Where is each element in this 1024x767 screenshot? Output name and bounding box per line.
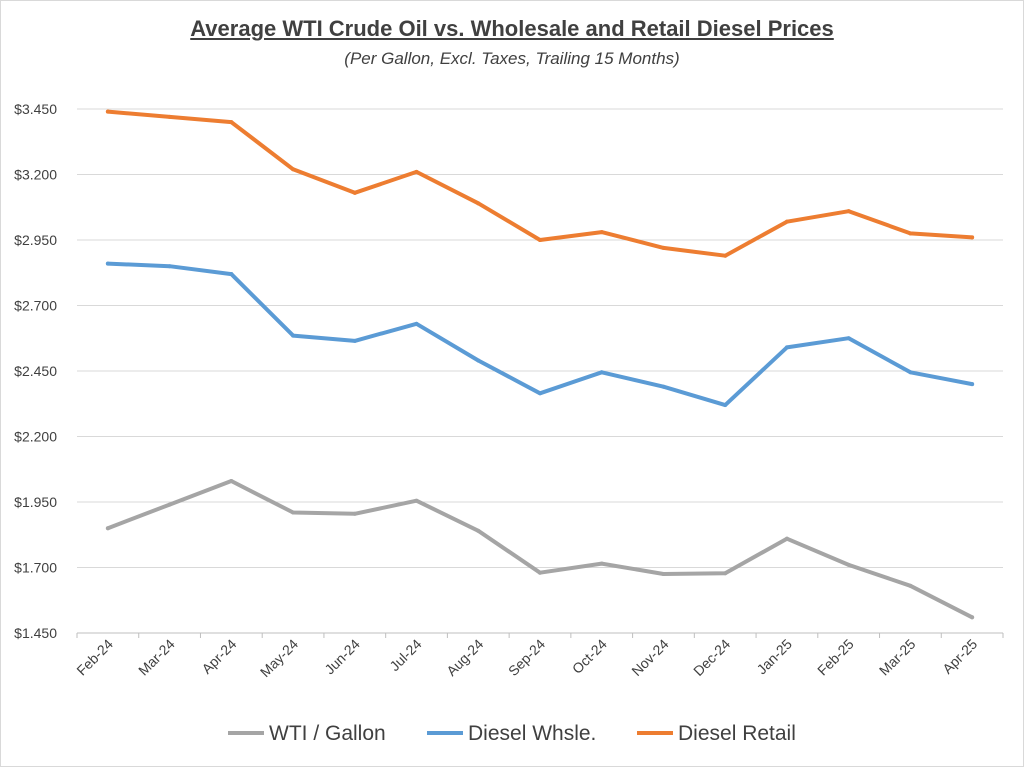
y-tick-label: $2.450: [14, 363, 57, 379]
data-point: [538, 238, 542, 242]
y-tick-label: $1.700: [14, 560, 57, 576]
x-tick-label: Feb-24: [73, 636, 116, 679]
x-tick-label: Jan-25: [753, 636, 795, 678]
data-point: [476, 358, 481, 363]
data-point: [414, 321, 419, 326]
series-lines: [105, 109, 975, 620]
data-point: [970, 382, 975, 387]
data-point: [908, 370, 913, 375]
data-point: [784, 536, 789, 541]
data-point: [538, 570, 542, 575]
y-tick-label: $2.700: [14, 298, 57, 314]
data-point: [538, 391, 542, 396]
data-point: [970, 235, 975, 240]
x-tick-label: Oct-24: [569, 636, 610, 677]
data-point: [414, 169, 419, 174]
data-point: [414, 498, 419, 503]
data-point: [105, 261, 110, 266]
series-line: [105, 261, 975, 408]
legend-label: Diesel Whsle.: [468, 722, 596, 745]
data-point: [352, 511, 357, 516]
data-point: [476, 528, 481, 533]
y-tick-label: $3.200: [14, 167, 57, 183]
x-tick-label: Jul-24: [386, 636, 424, 674]
y-axis: $1.450 $1.700 $1.950 $2.200 $2.450 $2.700 $2.9…: [14, 101, 57, 641]
data-point: [784, 345, 789, 350]
data-point: [599, 230, 604, 235]
data-point: [846, 209, 851, 214]
x-tick-label: Dec-24: [690, 636, 733, 679]
data-point: [167, 502, 172, 507]
x-tick-label: Feb-25: [814, 636, 857, 679]
y-tick-label: $2.200: [14, 429, 57, 445]
data-point: [291, 167, 296, 172]
x-tick-label: Apr-25: [939, 636, 980, 677]
data-point: [229, 272, 234, 277]
x-axis: Feb-24 Mar-24 Apr-24 May-24 Jun-24 Jul-24 Aug-…: [73, 633, 1004, 680]
data-point: [970, 615, 975, 620]
chart-subtitle: (Per Gallon, Excl. Taxes, Trailing 15 Mo…: [344, 49, 680, 68]
data-point: [352, 190, 357, 195]
y-tick-label: $2.950: [14, 232, 57, 248]
legend-label: Diesel Retail: [678, 722, 796, 745]
x-tick-label: May-24: [257, 636, 301, 680]
y-tick-label: $1.450: [14, 625, 57, 641]
data-point: [167, 114, 172, 119]
data-point: [723, 403, 728, 408]
chart-title: Average WTI Crude Oil vs. Wholesale and …: [190, 16, 834, 41]
data-point: [476, 201, 481, 206]
data-point: [661, 245, 666, 250]
data-point: [846, 336, 851, 341]
legend-label: WTI / Gallon: [269, 722, 386, 745]
data-point: [229, 479, 234, 484]
data-point: [352, 338, 357, 343]
data-point: [908, 583, 913, 588]
x-tick-label: Nov-24: [628, 636, 671, 679]
data-point: [599, 370, 604, 375]
y-tick-label: $1.950: [14, 494, 57, 510]
data-point: [105, 526, 110, 531]
data-point: [846, 562, 851, 567]
data-point: [661, 572, 666, 577]
x-tick-label: Aug-24: [443, 636, 486, 679]
data-point: [784, 219, 789, 224]
x-tick-label: Mar-25: [876, 636, 919, 679]
data-point: [291, 510, 296, 515]
data-point: [599, 561, 604, 566]
data-point: [723, 571, 728, 576]
x-tick-label: Mar-24: [135, 636, 178, 679]
series-line: [105, 109, 975, 258]
legend: WTI / Gallon Diesel Whsle. Diesel Retail: [228, 722, 796, 745]
data-point: [167, 264, 172, 269]
data-point: [661, 384, 666, 389]
x-tick-label: Apr-24: [198, 636, 239, 677]
data-point: [105, 109, 110, 114]
x-tick-label: Sep-24: [505, 636, 548, 679]
series-line: [105, 479, 975, 620]
y-tick-label: $3.450: [14, 101, 57, 117]
data-point: [723, 253, 728, 258]
data-point: [229, 120, 234, 125]
data-point: [908, 231, 913, 236]
data-point: [291, 333, 296, 338]
x-tick-label: Jun-24: [321, 636, 363, 678]
gridlines: [77, 108, 1003, 634]
